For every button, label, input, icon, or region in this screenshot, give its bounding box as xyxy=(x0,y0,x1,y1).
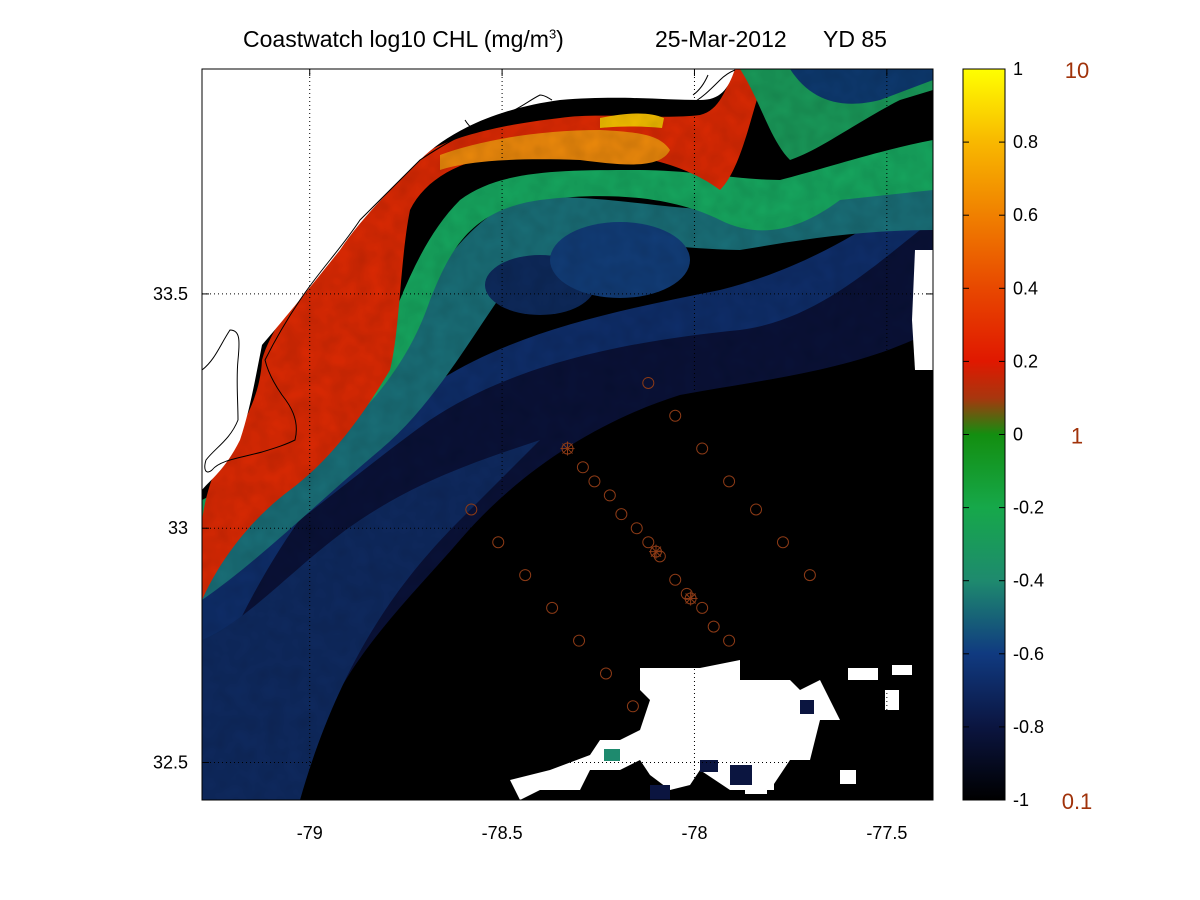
x-tick-label: -79 xyxy=(297,823,323,843)
title-year-day: YD 85 xyxy=(823,26,887,52)
station-circle-marker xyxy=(519,569,532,582)
colorbar-tick-label: -0.4 xyxy=(1013,571,1044,591)
y-tick-label: 32.5 xyxy=(153,753,188,773)
chart-title: Coastwatch log10 CHL (mg/m3) 25-Mar-2012… xyxy=(0,26,1200,62)
station-circle-marker xyxy=(588,475,601,488)
station-circle-marker xyxy=(723,634,736,647)
station-circle-marker xyxy=(603,489,616,502)
station-star-marker xyxy=(560,441,575,456)
colorbar-tick-label: -0.2 xyxy=(1013,498,1044,518)
colorbar-tick-label: 0.8 xyxy=(1013,132,1038,152)
title-variable: Coastwatch log10 CHL (mg/m3) xyxy=(243,26,564,52)
colorbar-axis: -1 -0.8 -0.6 -0.4 -0.2 0 0.2 0.4 0.6 0.8 1 10 1 0.1 xyxy=(963,58,1092,814)
colorbar-tick-label: 1 xyxy=(1013,59,1023,79)
colorbar-tick-label: 0.6 xyxy=(1013,205,1038,225)
x-axis: -79 -78.5 -78 -77.5 xyxy=(297,69,907,843)
station-markers xyxy=(465,376,816,713)
station-circle-marker xyxy=(653,550,666,563)
station-circle-marker xyxy=(642,376,655,389)
station-circle-marker xyxy=(576,461,589,474)
y-tick-label: 33 xyxy=(168,518,188,538)
station-circle-marker xyxy=(696,442,709,455)
station-star-marker xyxy=(683,591,698,606)
station-star-marker xyxy=(648,544,663,559)
y-axis: 32.5 33 33.5 xyxy=(153,284,933,773)
colorbar-tick-label: -0.6 xyxy=(1013,644,1044,664)
station-circle-marker xyxy=(642,536,655,549)
station-circle-marker xyxy=(615,508,628,521)
x-tick-label: -78.5 xyxy=(482,823,523,843)
x-tick-label: -78 xyxy=(681,823,707,843)
chlorophyll-field xyxy=(202,69,933,800)
station-circle-marker xyxy=(750,503,763,516)
station-circle-marker xyxy=(776,536,789,549)
station-circle-marker xyxy=(707,620,720,633)
station-circle-marker xyxy=(680,587,693,600)
no-data-patches xyxy=(510,660,912,800)
station-circle-marker xyxy=(492,536,505,549)
colorbar-concentration-label: 1 xyxy=(1071,424,1083,449)
colorbar-tick-label: -1 xyxy=(1013,790,1029,810)
station-circle-marker xyxy=(669,409,682,422)
station-circle-marker xyxy=(696,601,709,614)
colorbar-tick-label: -0.8 xyxy=(1013,717,1044,737)
colorbar-tick-label: 0 xyxy=(1013,425,1023,445)
colorbar xyxy=(963,69,1005,800)
station-circle-marker xyxy=(546,601,559,614)
title-date: 25-Mar-2012 xyxy=(655,26,787,52)
station-circle-marker xyxy=(803,569,816,582)
colorbar-concentration-label: 0.1 xyxy=(1062,789,1093,814)
station-circle-marker xyxy=(465,503,478,516)
coastline xyxy=(202,69,736,473)
station-circle-marker xyxy=(599,667,612,680)
station-circle-marker xyxy=(723,475,736,488)
colorbar-concentration-label: 10 xyxy=(1065,58,1089,83)
plot-frame xyxy=(201,68,934,801)
y-tick-label: 33.5 xyxy=(153,284,188,304)
station-circle-marker xyxy=(630,522,643,535)
station-circle-marker xyxy=(626,700,639,713)
land-mass xyxy=(202,69,735,490)
station-circle-marker xyxy=(573,634,586,647)
colorbar-tick-label: 0.2 xyxy=(1013,351,1038,371)
station-circle-marker xyxy=(669,573,682,586)
x-tick-label: -77.5 xyxy=(866,823,907,843)
colorbar-tick-label: 0.4 xyxy=(1013,278,1038,298)
